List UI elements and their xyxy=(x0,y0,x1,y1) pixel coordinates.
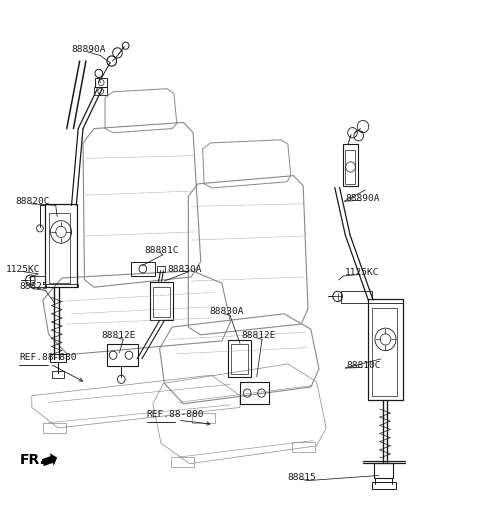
Bar xyxy=(372,308,397,396)
Bar xyxy=(345,150,355,184)
Text: 88890A: 88890A xyxy=(72,46,106,54)
Text: 88815: 88815 xyxy=(287,472,316,482)
Text: 88830A: 88830A xyxy=(209,307,243,317)
Bar xyxy=(94,87,108,95)
Text: 88810C: 88810C xyxy=(346,361,381,370)
Bar xyxy=(231,345,248,374)
Bar xyxy=(150,282,173,321)
Bar xyxy=(228,341,251,377)
Text: 1125KC: 1125KC xyxy=(5,265,40,274)
Text: 88825: 88825 xyxy=(20,282,48,291)
Text: 88812E: 88812E xyxy=(101,331,136,341)
Text: 88820C: 88820C xyxy=(15,198,49,206)
Bar xyxy=(372,482,396,489)
Bar xyxy=(343,144,358,186)
Bar xyxy=(192,412,215,423)
Bar xyxy=(374,463,393,478)
Text: REF.88-880: REF.88-880 xyxy=(19,353,76,362)
Bar xyxy=(131,262,155,276)
Text: 88830A: 88830A xyxy=(167,265,202,274)
Text: 88890A: 88890A xyxy=(345,194,380,203)
Bar xyxy=(45,204,77,287)
Text: 88881C: 88881C xyxy=(144,246,179,255)
Bar xyxy=(368,300,403,400)
Bar xyxy=(50,354,66,362)
Bar xyxy=(153,287,170,318)
Bar xyxy=(292,442,315,452)
Text: FR.: FR. xyxy=(20,453,46,467)
Bar xyxy=(170,457,193,467)
Text: 88812E: 88812E xyxy=(241,331,276,341)
Bar xyxy=(48,212,70,283)
Text: REF.88-880: REF.88-880 xyxy=(147,410,204,419)
Bar xyxy=(52,371,64,378)
Bar xyxy=(157,266,165,272)
Bar xyxy=(240,382,269,404)
Bar xyxy=(43,423,66,433)
FancyArrow shape xyxy=(42,453,57,466)
Bar xyxy=(107,345,138,366)
Text: 1125KC: 1125KC xyxy=(344,268,379,277)
Bar xyxy=(96,78,107,87)
